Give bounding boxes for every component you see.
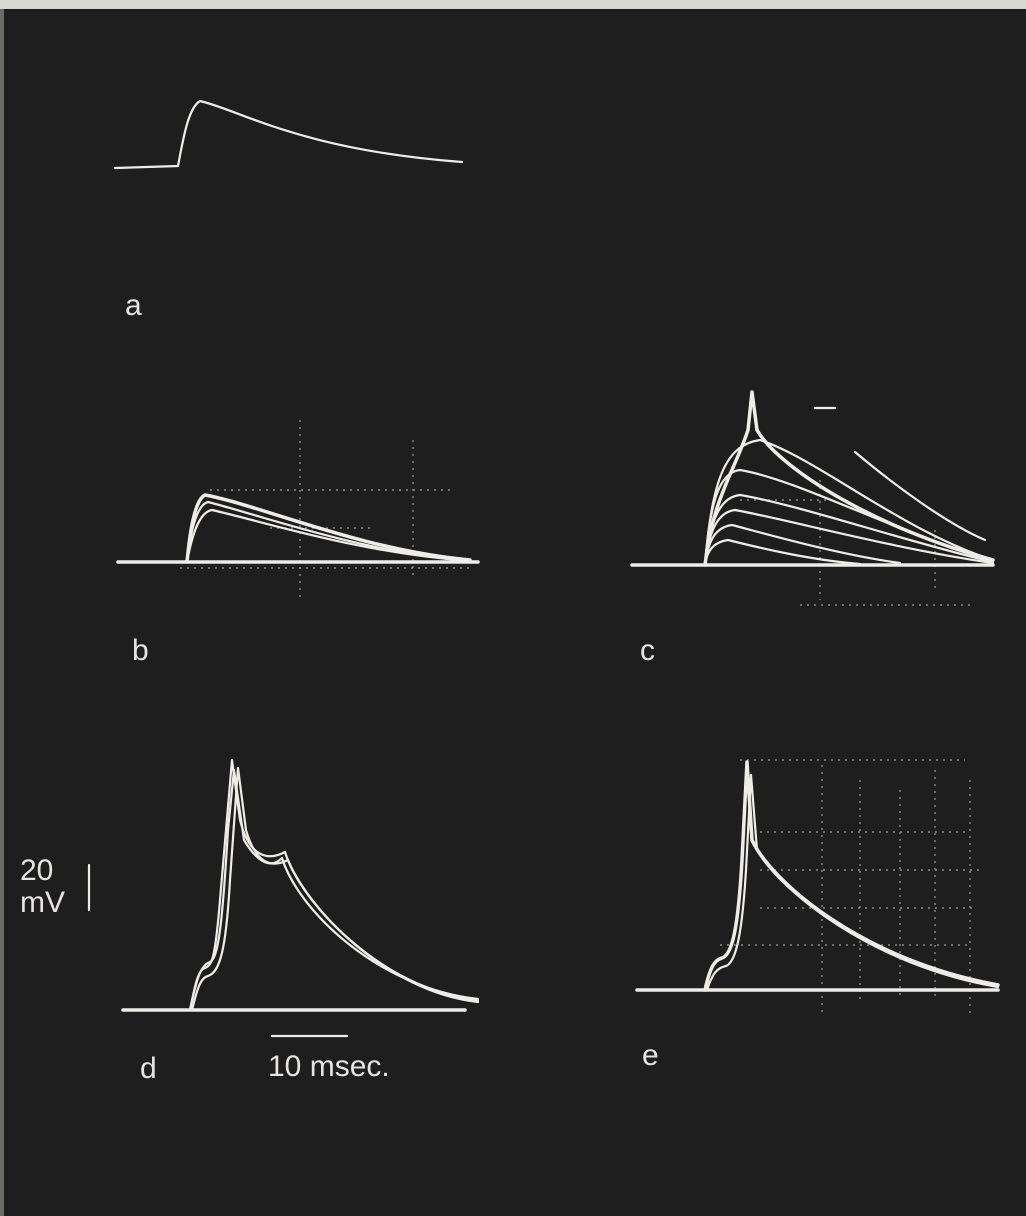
panel-label: d xyxy=(140,1052,157,1085)
scale-label: 10 msec. xyxy=(268,1050,390,1083)
scale-value: 20 xyxy=(20,854,53,887)
top-edge xyxy=(0,0,1026,9)
panel-label: b xyxy=(132,634,149,667)
panel-label: a xyxy=(125,289,142,322)
figure: a b c d e xyxy=(0,0,1026,1216)
panel-label: c xyxy=(640,634,655,667)
background xyxy=(0,0,1026,1216)
left-edge xyxy=(0,9,4,1216)
panel-label: e xyxy=(642,1039,659,1072)
scale-unit: mV xyxy=(20,886,65,919)
